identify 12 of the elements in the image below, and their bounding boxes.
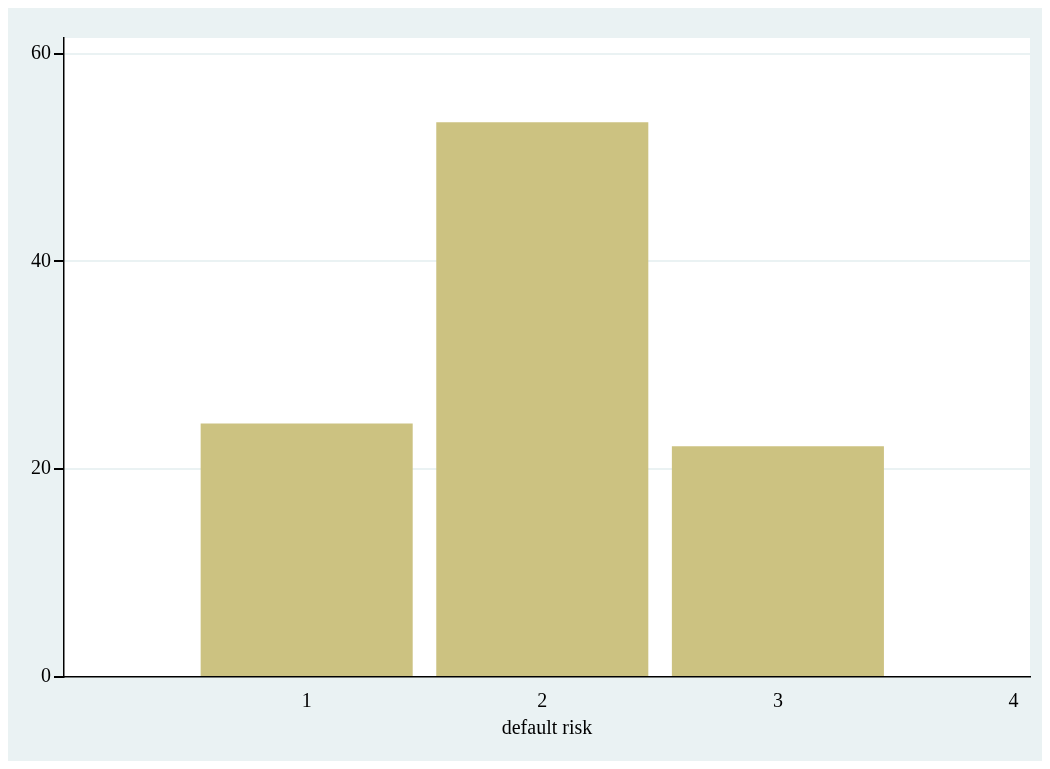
y-tick-label: 0 <box>41 664 51 687</box>
x-tick-label: 2 <box>537 689 548 712</box>
y-tick-label: 20 <box>31 456 51 479</box>
x-axis-title: default risk <box>501 716 593 739</box>
y-tick-label: 40 <box>31 248 51 271</box>
bar <box>671 446 884 676</box>
bar <box>200 423 413 676</box>
y-tick-label: 60 <box>31 40 51 63</box>
x-tick-label: 4 <box>1008 689 1019 712</box>
x-tick-label: 3 <box>772 689 783 712</box>
bar <box>436 122 649 676</box>
x-tick-label: 1 <box>301 689 312 712</box>
